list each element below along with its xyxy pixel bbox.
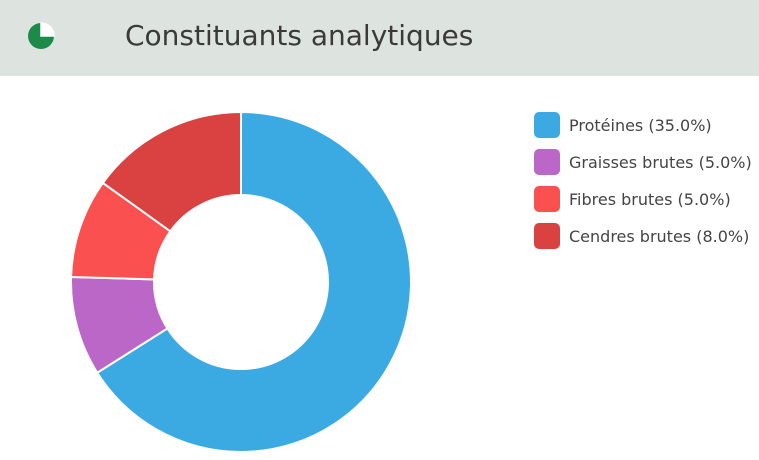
legend-swatch xyxy=(534,186,560,212)
chart-title: Constituants analytiques xyxy=(125,19,474,52)
legend-label: Protéines (35.0%) xyxy=(569,115,712,135)
donut-slice-3[interactable] xyxy=(101,110,242,233)
legend-label: Cendres brutes (8.0%) xyxy=(569,226,750,246)
legend-label: Graisses brutes (5.0%) xyxy=(569,152,752,172)
legend-swatch xyxy=(534,149,560,175)
chart-legend: Protéines (35.0%) Graisses brutes (5.0%) F… xyxy=(534,112,752,260)
legend-swatch xyxy=(534,223,560,249)
donut-slice-0[interactable] xyxy=(95,110,412,453)
legend-label: Fibres brutes (5.0%) xyxy=(569,189,731,209)
card-header: Constituants analytiques xyxy=(0,0,759,76)
legend-item-1[interactable]: Graisses brutes (5.0%) xyxy=(534,149,752,175)
legend-item-3[interactable]: Cendres brutes (8.0%) xyxy=(534,223,752,249)
pie-chart-icon xyxy=(28,22,55,49)
legend-swatch xyxy=(534,112,560,138)
legend-item-0[interactable]: Protéines (35.0%) xyxy=(534,112,752,138)
donut-chart xyxy=(70,110,412,453)
legend-item-2[interactable]: Fibres brutes (5.0%) xyxy=(534,186,752,212)
